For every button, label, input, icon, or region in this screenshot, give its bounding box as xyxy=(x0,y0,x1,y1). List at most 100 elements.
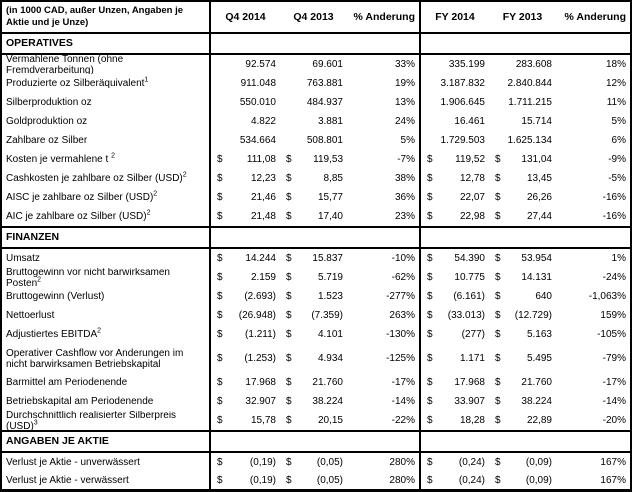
currency-symbol: $ xyxy=(286,253,292,264)
amount: 17.968 xyxy=(454,377,485,388)
cell-fy-2013: $14.131 xyxy=(489,268,556,287)
row-label: Adjustiertes EBITDA2 xyxy=(2,325,211,344)
row-label: Nettoerlust xyxy=(2,306,211,325)
amount: 22,89 xyxy=(526,415,552,426)
cell-fy-2014: $ (0,24) xyxy=(419,453,489,471)
amount: 21.760 xyxy=(312,377,343,388)
row-label: Bruttogewinn (Verlust) xyxy=(2,287,211,306)
cell-q4-2013: $5.719 xyxy=(280,268,347,287)
cell-fy-2014: 335.199 xyxy=(419,55,489,74)
row-label: Kosten je vermahlene t 2 xyxy=(2,150,211,169)
currency-symbol: $ xyxy=(286,415,292,426)
cell-q4-2013: $4.934 xyxy=(280,344,347,373)
footnote-superscript: 2 xyxy=(97,327,102,335)
cell-fy-2013: $38.224 xyxy=(489,392,556,411)
amount: 640 xyxy=(535,291,552,302)
cell-q4-2013: 763.881 xyxy=(306,78,343,89)
cell-pct-change-q4: -14% xyxy=(391,396,415,407)
currency-symbol: $ xyxy=(286,310,292,321)
cell-pct-change-q4: 24% xyxy=(394,116,415,127)
footnote-superscript: 2 xyxy=(146,209,151,217)
row-label: Durchschnittlich realisierter Silberprei… xyxy=(2,411,211,430)
amount: 54.390 xyxy=(454,253,485,264)
amount: 21.760 xyxy=(521,377,552,388)
table-row: Nettoerlust $ (26.948) $ (7.359) 263% $ (33… xyxy=(2,306,630,325)
table-header-row: (in 1000 CAD, außer Unzen, Angaben je Ak… xyxy=(2,2,630,34)
cell-q4-2014: $21,46 xyxy=(211,188,280,207)
amount: 1.171 xyxy=(459,353,485,364)
currency-symbol: $ xyxy=(217,353,223,364)
currency-symbol: $ xyxy=(427,253,433,264)
cell-fy-2014: $1.171 xyxy=(419,344,489,373)
cell-fy-2014: $33.907 xyxy=(419,392,489,411)
row-label: Verlust je Aktie - verwässert xyxy=(2,471,211,489)
currency-symbol: $ xyxy=(427,377,433,388)
table-row: Produzierte oz Silberäquivalent1 911.048… xyxy=(2,74,630,93)
currency-symbol: $ xyxy=(427,456,433,468)
cell-pct-change-q4: -17% xyxy=(391,377,415,388)
currency-symbol: $ xyxy=(495,192,501,203)
cell-fy-2013: 15.714 xyxy=(521,116,552,127)
row-label: AIC je zahlbare oz Silber (USD)2 xyxy=(2,207,211,226)
row-label: Operativer Cashflow vor Anderungen im ni… xyxy=(2,344,211,373)
amount: (0,19) xyxy=(249,456,276,468)
cell-pct-change-q4: 263% xyxy=(389,310,415,321)
table-row: Zahlbare oz Silber 534.664 508.801 5% 1.… xyxy=(2,131,630,150)
amount: 111,08 xyxy=(246,154,276,165)
amount: (6.161) xyxy=(453,291,485,302)
cell-fy-2013: 1.711.215 xyxy=(508,97,552,108)
cell-pct-change-fy: -9% xyxy=(608,154,626,165)
cell-pct-change-q4: -22% xyxy=(391,415,415,426)
cell-pct-change-fy: -5% xyxy=(608,173,626,184)
currency-symbol: $ xyxy=(427,310,433,321)
cell-fy-2013: $5.163 xyxy=(489,325,556,344)
currency-symbol: $ xyxy=(286,291,292,302)
cell-pct-change-q4: -130% xyxy=(386,329,415,340)
currency-symbol: $ xyxy=(286,353,292,364)
currency-symbol: $ xyxy=(217,173,223,184)
row-label: AISC je zahlbare oz Silber (USD)2 xyxy=(2,188,211,207)
cell-q4-2014: 4.822 xyxy=(250,116,276,127)
cell-fy-2013: $5.495 xyxy=(489,344,556,373)
cell-fy-2014: $18,28 xyxy=(419,411,489,430)
currency-symbol: $ xyxy=(495,474,501,486)
cell-q4-2014: $ (2.693) xyxy=(211,287,280,306)
currency-symbol: $ xyxy=(427,211,433,222)
row-label: Produzierte oz Silberäquivalent1 xyxy=(2,74,211,93)
cell-fy-2014: $12,78 xyxy=(419,169,489,188)
cell-pct-change-fy: -1,063% xyxy=(588,291,626,302)
cell-pct-change-q4: -7% xyxy=(397,154,415,165)
column-header-pct-change-q4: % Anderung xyxy=(353,10,415,23)
table-row: Silberproduktion oz 550.010 484.937 13% … xyxy=(2,93,630,112)
currency-symbol: $ xyxy=(286,377,292,388)
cell-q4-2014: $ (1.253) xyxy=(211,344,280,373)
column-header-q4-2013: Q4 2013 xyxy=(293,10,334,23)
amount: 20,15 xyxy=(317,415,343,426)
currency-symbol: $ xyxy=(217,272,223,283)
cell-q4-2013: $8,85 xyxy=(280,169,347,188)
table-row: Operativer Cashflow vor Anderungen im ni… xyxy=(2,344,630,373)
table-row: AISC je zahlbare oz Silber (USD)2 $21,46… xyxy=(2,188,630,207)
cell-fy-2014: $10.775 xyxy=(419,268,489,287)
cell-pct-change-q4: -277% xyxy=(386,291,415,302)
cell-pct-change-q4: 280% xyxy=(389,456,415,468)
currency-symbol: $ xyxy=(217,253,223,264)
section-title: OPERATIVES xyxy=(2,34,211,53)
cell-q4-2014: $ (0,19) xyxy=(211,471,280,489)
currency-symbol: $ xyxy=(217,310,223,321)
cell-fy-2013: $ (12.729) xyxy=(489,306,556,325)
currency-symbol: $ xyxy=(495,456,501,468)
cell-fy-2013: $22,89 xyxy=(489,411,556,430)
currency-symbol: $ xyxy=(286,192,292,203)
cell-fy-2014: $ (277) xyxy=(419,325,489,344)
footnote-superscript: 2 xyxy=(182,171,187,179)
currency-symbol: $ xyxy=(286,211,292,222)
row-label: Umsatz xyxy=(2,249,211,268)
currency-symbol: $ xyxy=(286,456,292,468)
column-header-fy-2014: FY 2014 xyxy=(419,2,489,32)
amount: 8,85 xyxy=(323,173,343,184)
table-row: Vermahlene Tonnen (ohne Fremdverarbeitun… xyxy=(2,55,630,74)
cell-pct-change-fy: 6% xyxy=(611,135,626,146)
row-label: Cashkosten je zahlbare oz Silber (USD)2 xyxy=(2,169,211,188)
